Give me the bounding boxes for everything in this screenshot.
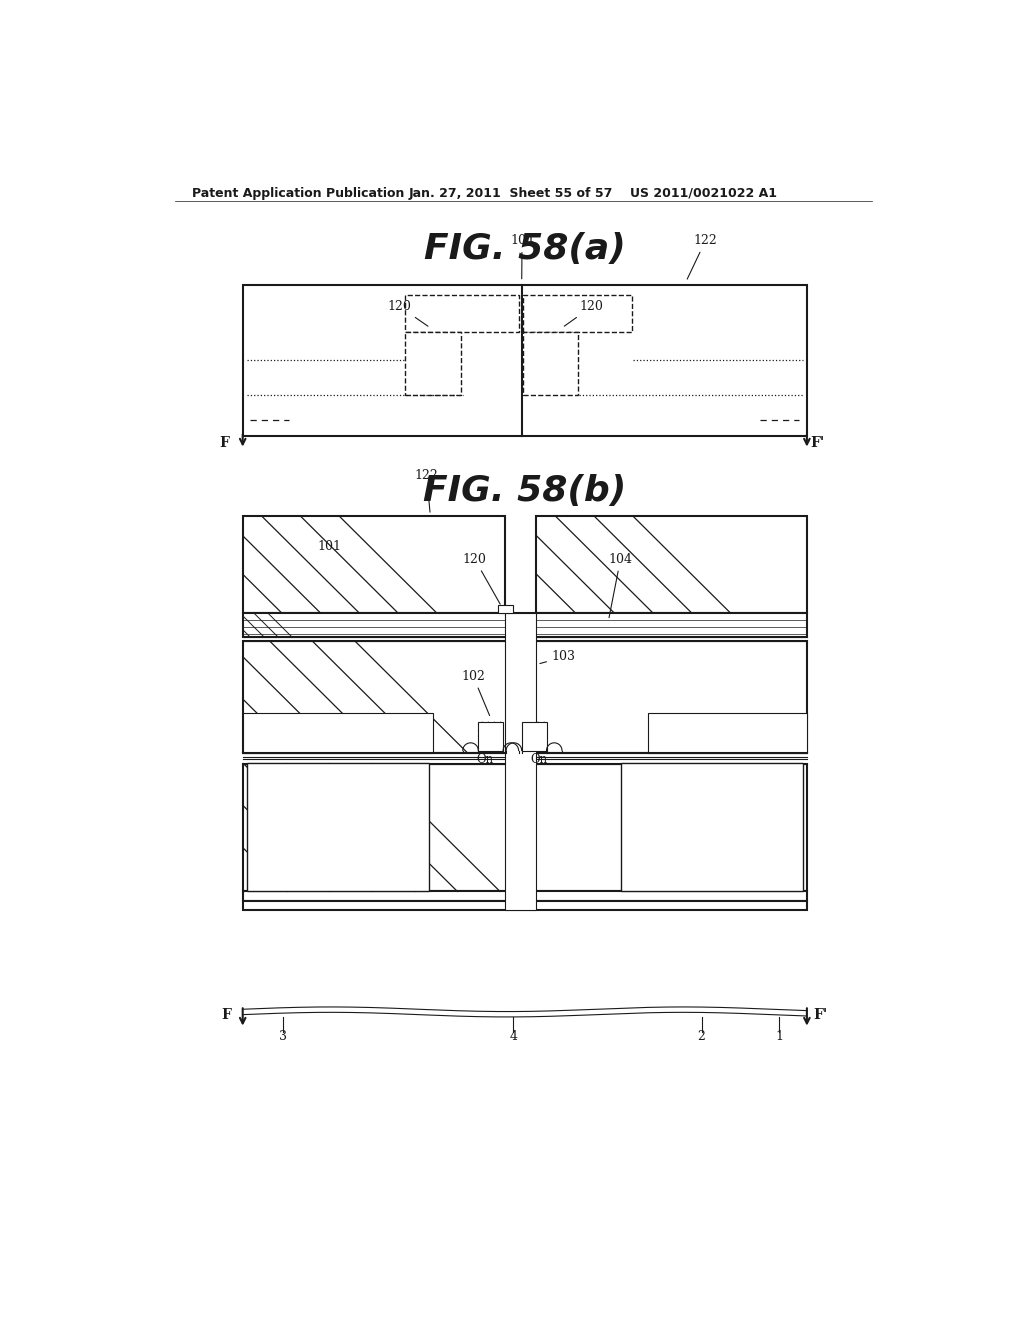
Text: 104: 104	[608, 553, 633, 618]
Bar	[406, 331, 461, 395]
Bar	[498, 605, 513, 612]
Text: F': F'	[811, 437, 825, 450]
Text: 104: 104	[510, 234, 535, 279]
Bar	[243, 516, 506, 612]
Bar	[523, 331, 578, 395]
Text: 122: 122	[687, 234, 718, 279]
Text: 103: 103	[540, 651, 575, 664]
Text: Jan. 27, 2011  Sheet 55 of 57: Jan. 27, 2011 Sheet 55 of 57	[409, 187, 613, 199]
Text: FIG. 58(a): FIG. 58(a)	[424, 231, 626, 265]
Bar	[406, 294, 518, 331]
Bar	[243, 713, 432, 752]
Text: 120: 120	[463, 553, 500, 605]
Text: F: F	[219, 437, 228, 450]
Text: 120: 120	[388, 300, 428, 326]
Bar	[243, 285, 807, 436]
Text: 122: 122	[415, 469, 438, 512]
Text: Qn: Qn	[476, 752, 494, 766]
Bar	[521, 722, 547, 751]
Text: Patent Application Publication: Patent Application Publication	[191, 187, 403, 199]
Bar	[243, 642, 807, 752]
Bar	[243, 612, 807, 638]
Text: 2: 2	[697, 1030, 706, 1043]
Bar	[247, 763, 429, 891]
Bar	[523, 294, 632, 331]
Text: F': F'	[813, 1007, 827, 1022]
Text: 102: 102	[461, 669, 489, 715]
Text: F: F	[221, 1007, 231, 1022]
Text: 101: 101	[317, 540, 341, 553]
Bar	[243, 891, 807, 900]
Bar	[648, 713, 807, 752]
Bar	[243, 900, 807, 909]
Text: US 2011/0021022 A1: US 2011/0021022 A1	[630, 187, 777, 199]
Text: 1: 1	[775, 1030, 783, 1043]
Text: 3: 3	[279, 1030, 287, 1043]
Bar	[478, 722, 503, 751]
Text: 120: 120	[564, 300, 604, 326]
Bar	[506, 612, 537, 909]
Bar	[537, 516, 807, 612]
Text: FIG. 58(b): FIG. 58(b)	[423, 474, 627, 508]
Text: Qn: Qn	[530, 752, 547, 766]
Bar	[621, 763, 803, 891]
Text: 4: 4	[509, 1030, 517, 1043]
Bar	[243, 763, 807, 891]
